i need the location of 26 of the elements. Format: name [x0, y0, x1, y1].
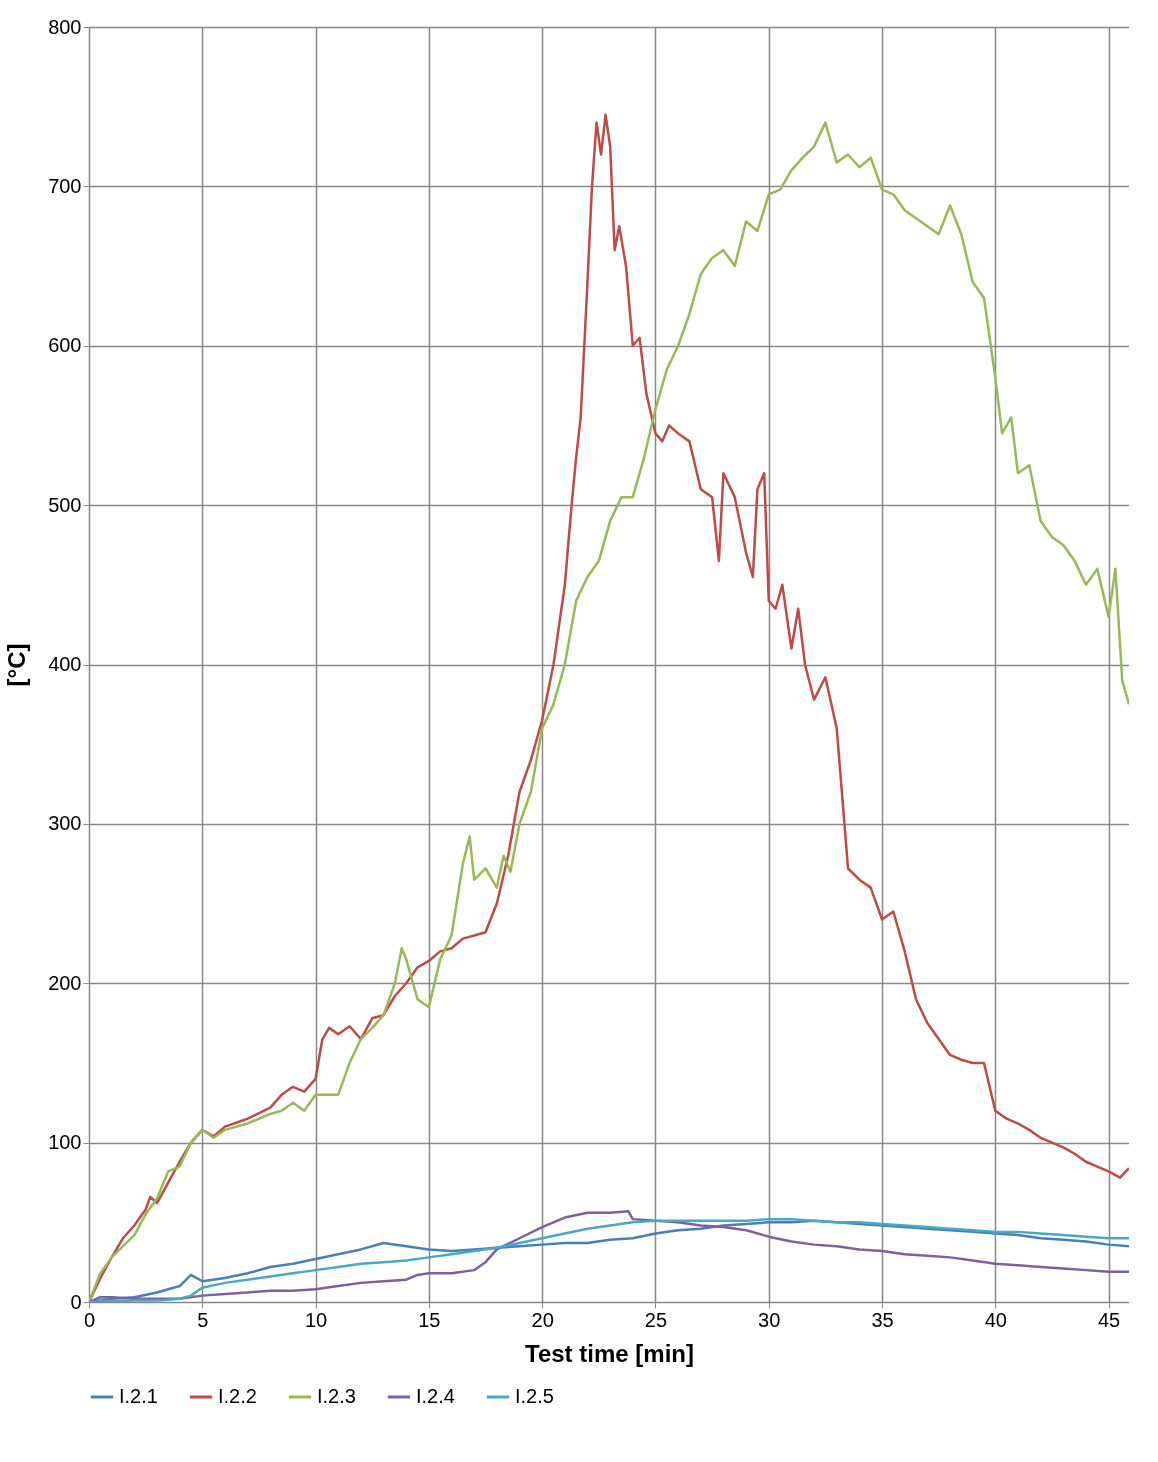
- y-tick-label: 700: [48, 174, 82, 197]
- x-tick-label: 0: [83, 1308, 96, 1331]
- x-tick-label: 45: [1097, 1308, 1121, 1331]
- y-tick-label: 400: [48, 653, 82, 675]
- x-tick-label: 40: [984, 1308, 1007, 1331]
- legend-label: I.2.3: [317, 1385, 356, 1407]
- legend-label: I.2.4: [416, 1385, 455, 1407]
- y-tick-label: 0: [70, 1290, 82, 1313]
- y-tick-label: 300: [48, 812, 82, 835]
- y-tick-label: 200: [48, 971, 82, 994]
- x-tick-label: 15: [418, 1308, 441, 1331]
- y-tick-label: 500: [48, 493, 82, 516]
- y-tick-label: 600: [48, 334, 82, 357]
- y-tick-label: 100: [48, 1131, 82, 1154]
- x-tick-label: 30: [758, 1308, 781, 1331]
- x-tick-label: 35: [871, 1308, 894, 1331]
- x-tick-label: 25: [644, 1308, 668, 1331]
- y-tick-label: 800: [48, 15, 82, 38]
- y-axis-title: [°C]: [3, 643, 31, 687]
- x-tick-label: 10: [304, 1308, 328, 1331]
- x-tick-label: 20: [531, 1308, 554, 1331]
- legend-label: I.2.5: [515, 1385, 554, 1407]
- legend-label: I.2.2: [218, 1385, 257, 1407]
- x-tick-label: 5: [197, 1308, 209, 1331]
- x-axis-title: Test time [min]: [525, 1339, 694, 1367]
- legend-label: I.2.1: [119, 1385, 158, 1407]
